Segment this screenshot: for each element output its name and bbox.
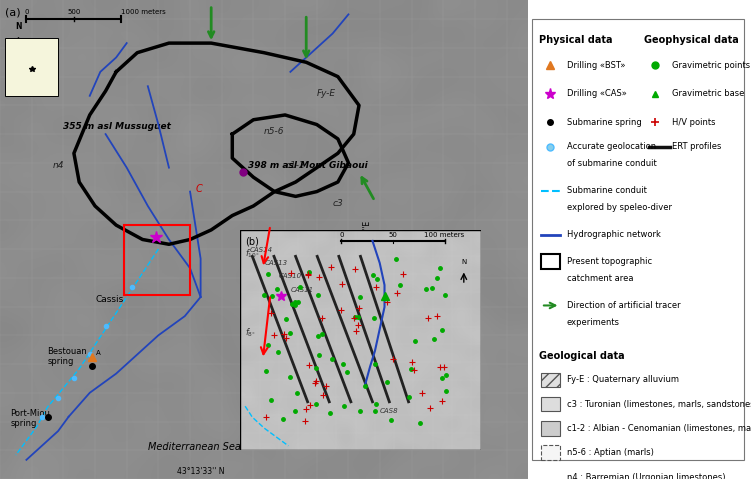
Text: 50: 50 [388,231,397,238]
Text: Port-Miou
spring: Port-Miou spring [11,409,50,428]
Text: CAS10: CAS10 [279,274,302,279]
Bar [541,373,560,387]
Text: CAS8: CAS8 [380,408,398,414]
Text: 43°13'33'' N: 43°13'33'' N [177,467,225,476]
Text: (b): (b) [245,237,259,247]
Text: 355 m asl Mussuguet: 355 m asl Mussuguet [63,122,171,131]
Text: Mediterranean Sea: Mediterranean Sea [148,442,241,452]
Text: $f_{8°}$: $f_{8°}$ [245,327,256,339]
Text: CAS11: CAS11 [291,286,314,293]
Text: Submarine spring: Submarine spring [567,118,641,127]
Text: Submarine conduit: Submarine conduit [567,186,647,195]
Text: H/V points: H/V points [672,118,716,127]
Text: CAS13: CAS13 [264,260,288,266]
Text: Hydrographic network: Hydrographic network [567,230,661,239]
Text: Fy-E: Fy-E [317,89,336,98]
Text: of submarine conduit: of submarine conduit [567,159,656,168]
Text: Gravimetric base: Gravimetric base [672,89,745,98]
Text: Bestouan
spring: Bestouan spring [47,347,87,366]
Text: n4: n4 [53,160,65,170]
Text: 5°32'32''E: 5°32'32''E [363,220,372,259]
Text: 100 meters: 100 meters [424,231,465,238]
Bar [124,225,190,295]
Text: 500: 500 [68,10,80,15]
Text: Fy-E : Quaternary alluvium: Fy-E : Quaternary alluvium [567,375,679,384]
Bar [541,470,560,479]
Text: catchment area: catchment area [567,274,633,283]
Text: Geophysical data: Geophysical data [644,34,739,45]
Text: experiments: experiments [567,318,620,327]
Text: c3: c3 [333,199,343,208]
Bar [541,254,560,270]
Text: 398 m asl Mont Gibaoui: 398 m asl Mont Gibaoui [248,160,368,170]
Text: A: A [96,351,101,356]
Text: Gravimetric points: Gravimetric points [672,60,750,69]
Text: Present topographic: Present topographic [567,257,652,266]
Text: n5-6: n5-6 [264,127,285,136]
Text: Geological data: Geological data [538,351,624,361]
Text: 0: 0 [24,10,29,15]
Text: n4 : Barremian (Urgonian limestones): n4 : Barremian (Urgonian limestones) [567,472,725,479]
Text: Drilling «CAS»: Drilling «CAS» [567,89,627,98]
Text: c3 : Turonian (limestones, marls, sandstones): c3 : Turonian (limestones, marls, sandst… [567,399,751,409]
Bar [541,421,560,435]
Text: n5-6 : Aptian (marls): n5-6 : Aptian (marls) [567,448,653,457]
Text: Drilling «BST»: Drilling «BST» [567,60,626,69]
Text: N: N [15,22,22,31]
Bar [541,445,560,460]
Text: $f_{10°}$: $f_{10°}$ [245,247,260,260]
Text: Accurate geolocation: Accurate geolocation [567,142,656,151]
Bar [5,38,58,96]
Text: explored by speleo-diver: explored by speleo-diver [567,203,672,212]
Text: (a): (a) [5,7,21,17]
Text: N: N [461,259,466,265]
Text: 0: 0 [339,231,343,238]
Text: C: C [195,183,202,194]
Text: 1000 meters: 1000 meters [122,10,166,15]
Bar [541,397,560,411]
Text: c1-2 : Albian - Cenomanian (limestones, marls): c1-2 : Albian - Cenomanian (limestones, … [567,424,751,433]
Text: Cassis: Cassis [95,295,123,304]
Text: c1-2: c1-2 [285,160,305,170]
Text: Direction of artificial tracer: Direction of artificial tracer [567,301,680,310]
Text: CAS14: CAS14 [250,247,273,253]
Text: Physical data: Physical data [538,34,612,45]
Text: ERT profiles: ERT profiles [672,142,722,151]
